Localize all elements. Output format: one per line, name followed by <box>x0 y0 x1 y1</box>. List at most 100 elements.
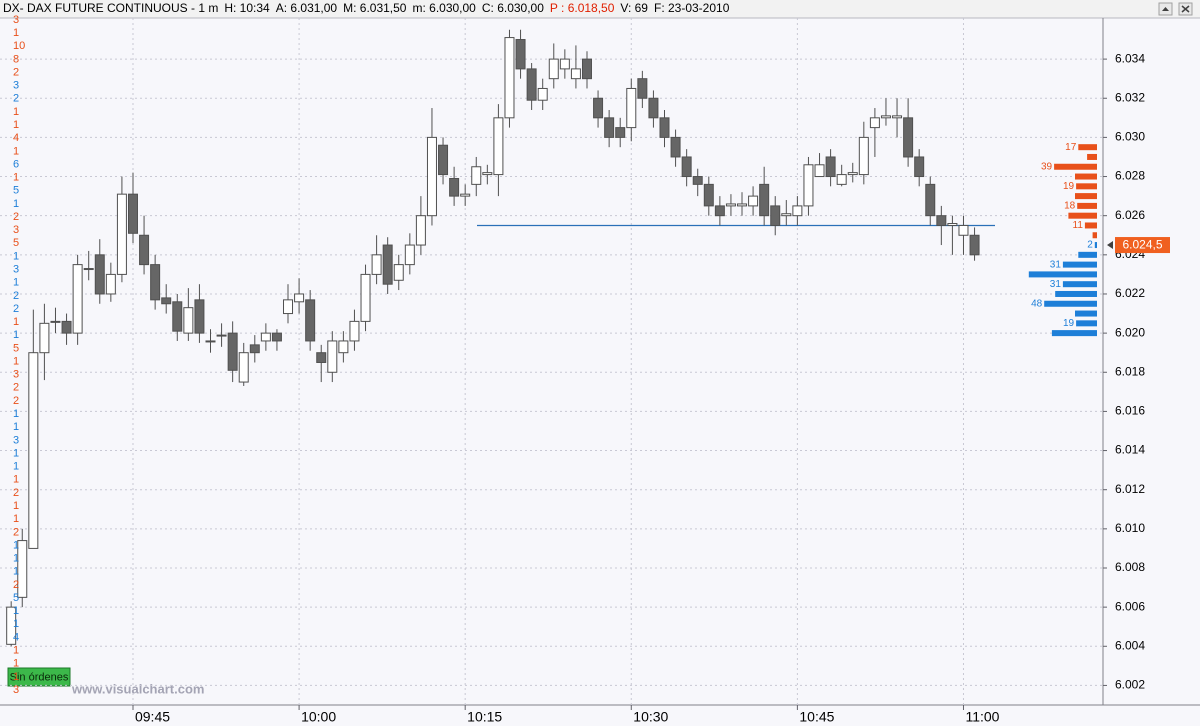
profile-bar <box>1055 290 1097 297</box>
candle-body <box>681 156 692 178</box>
candle-body <box>260 332 271 342</box>
profile-bar <box>1078 144 1097 151</box>
candle-body <box>748 195 759 207</box>
candle-body <box>914 156 925 178</box>
profile-bar <box>1076 183 1097 190</box>
candle-body <box>471 166 482 185</box>
ladder-value: 2 <box>13 66 19 78</box>
candle-body <box>438 144 449 176</box>
title-bar <box>0 0 1200 18</box>
ladder-value: 1 <box>13 513 19 525</box>
y-tick-label: 6.034 <box>1115 51 1145 65</box>
profile-bar <box>1084 222 1097 229</box>
candle-body <box>61 320 72 334</box>
candle-body <box>659 117 670 138</box>
candle-body <box>903 117 914 158</box>
candle-body <box>172 301 183 332</box>
profile-bar <box>1077 202 1097 209</box>
ladder-value: 1 <box>13 658 19 670</box>
ladder-value: 2 <box>13 382 19 394</box>
candle-body <box>415 215 426 246</box>
last-price-arrow <box>1107 241 1113 250</box>
ladder-value: 3 <box>13 224 19 236</box>
ladder-value: 6 <box>13 158 19 170</box>
header-part: A: 6.031,00 <box>276 1 338 15</box>
candle-body <box>493 117 504 176</box>
candle-body <box>737 203 748 207</box>
y-tick-label: 6.008 <box>1115 560 1145 574</box>
candle-body <box>94 254 105 295</box>
ladder-value: 3 <box>13 434 19 446</box>
close-button[interactable] <box>1178 2 1193 16</box>
candle-body <box>316 352 327 363</box>
minimize-button[interactable] <box>1158 2 1173 16</box>
candle-body <box>205 340 216 343</box>
ladder-value: 1 <box>13 539 19 551</box>
candle-body <box>548 58 559 80</box>
profile-label: 31 <box>1050 279 1062 290</box>
candle-body <box>449 177 460 197</box>
ladder-value: 1 <box>13 119 19 131</box>
profile-bar <box>1028 271 1097 278</box>
ladder-value: 3 <box>13 684 19 696</box>
profile-bar <box>1062 261 1097 268</box>
ladder-value: 1 <box>13 316 19 328</box>
ladder-value: 4 <box>13 132 19 144</box>
candle-body <box>637 78 648 99</box>
candle-body <box>17 540 28 598</box>
candle-body <box>847 172 858 176</box>
ladder-value: 1 <box>13 474 19 486</box>
profile-bar <box>1087 153 1097 160</box>
profile-label: 2 <box>1087 240 1093 251</box>
profile-bar <box>1075 310 1097 317</box>
orders-button-label[interactable]: Sin órdenes <box>10 671 69 683</box>
ladder-value: 1 <box>13 461 19 473</box>
candle-body <box>161 297 172 305</box>
candle-body <box>880 115 891 119</box>
x-tick-label: 10:15 <box>467 709 502 725</box>
y-tick-label: 6.012 <box>1115 482 1145 496</box>
x-tick-label: 10:00 <box>301 709 336 725</box>
profile-label: 17 <box>1065 142 1077 153</box>
candle-body <box>759 183 770 217</box>
candle-body <box>581 58 592 80</box>
ladder-value: 1 <box>13 198 19 210</box>
candle-body <box>570 68 581 80</box>
y-tick-label: 6.020 <box>1115 325 1145 339</box>
ladder-value: 3 <box>13 264 19 276</box>
candle-body <box>127 193 138 234</box>
ladder-value: 1 <box>13 145 19 157</box>
y-tick-label: 6.010 <box>1115 521 1145 535</box>
candle-body <box>825 156 836 178</box>
candle-body <box>559 58 570 70</box>
candle-body <box>482 172 493 176</box>
ladder-value: 4 <box>13 631 19 643</box>
profile-bar <box>1051 330 1097 337</box>
candle-body <box>283 299 294 315</box>
y-tick-label: 6.032 <box>1115 90 1145 104</box>
y-tick-label: 6.018 <box>1115 364 1145 378</box>
y-tick-label: 6.028 <box>1115 169 1145 183</box>
profile-label: 31 <box>1050 259 1062 270</box>
ladder-value: 1 <box>13 355 19 367</box>
ladder-value: 1 <box>13 172 19 184</box>
orders-button[interactable]: Sin órdenes <box>7 667 71 687</box>
ladder-value: 2 <box>13 303 19 315</box>
ladder-value: 5 <box>13 237 19 249</box>
ladder-value: 1 <box>13 421 19 433</box>
profile-label: 11 <box>1073 220 1084 231</box>
header-part: H: 10:34 <box>224 1 270 15</box>
candle-body <box>858 136 869 176</box>
candle-body <box>227 332 238 371</box>
candle-body <box>803 164 814 207</box>
candle-body <box>814 164 825 178</box>
candle-body <box>39 322 50 354</box>
header-part: V: 69 <box>620 1 648 15</box>
ladder-value: 1 <box>13 671 19 683</box>
candle-body <box>615 127 626 138</box>
candle-body <box>725 203 736 207</box>
candle-body <box>294 293 305 303</box>
candle-body <box>936 215 947 226</box>
ladder-value: 3 <box>13 14 19 26</box>
